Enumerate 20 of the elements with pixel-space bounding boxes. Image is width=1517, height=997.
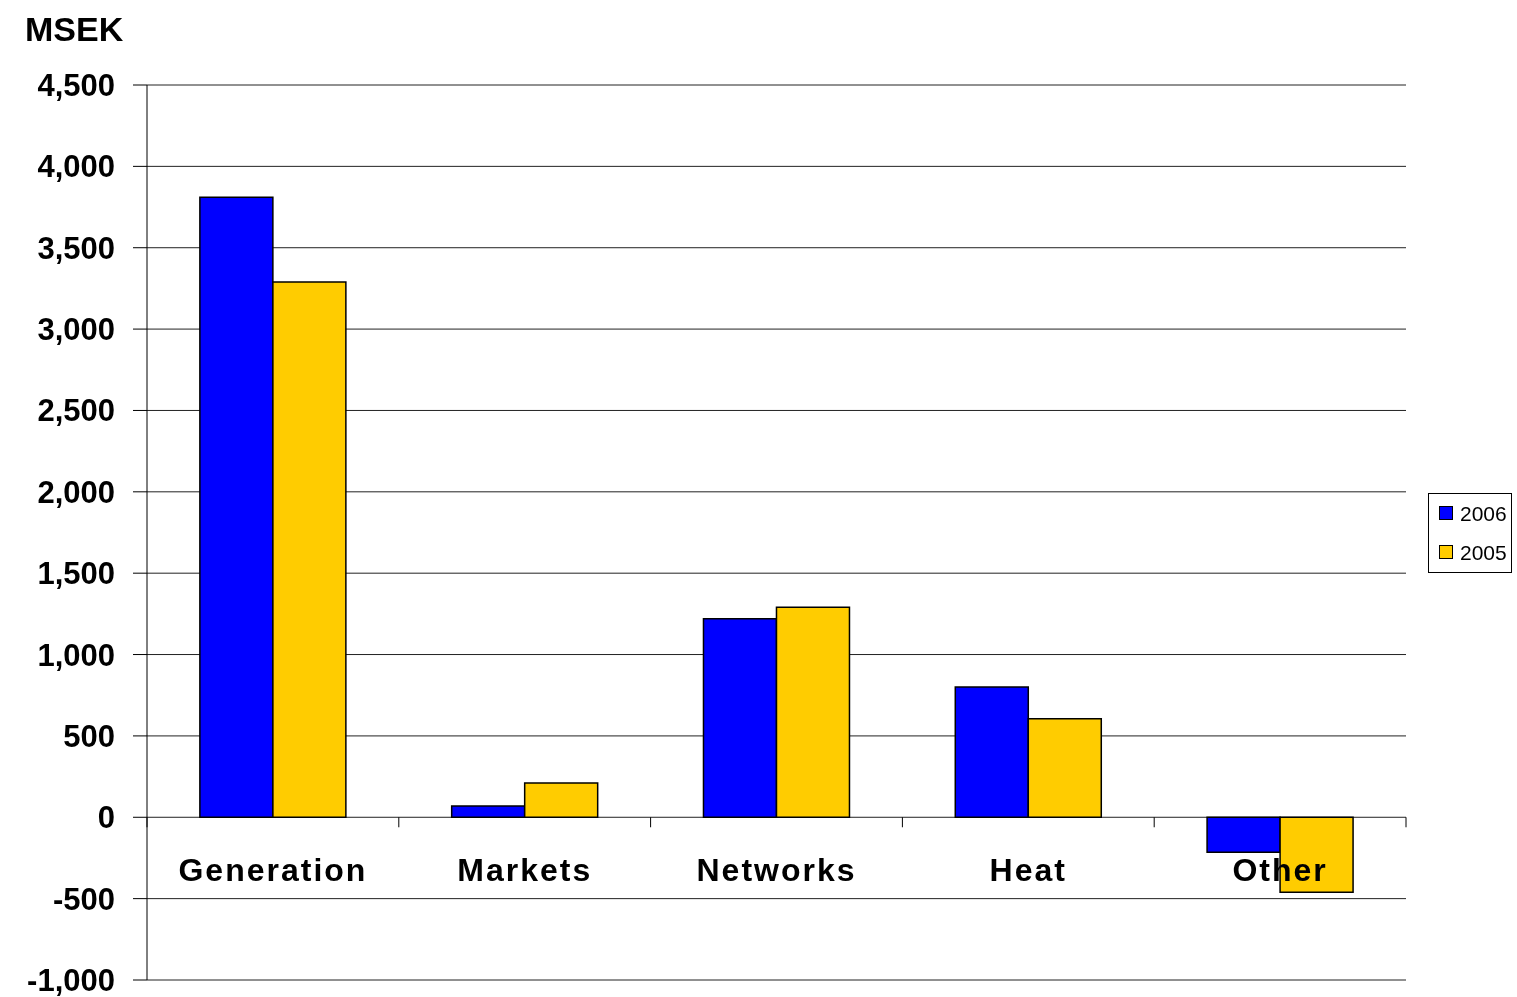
y-tick-label: -1,000 — [27, 963, 115, 997]
y-tick-label: 0 — [97, 800, 115, 836]
y-tick-label: 4,000 — [37, 149, 115, 185]
y-tick-label: 3,500 — [37, 230, 115, 266]
y-tick-label: 2,500 — [37, 393, 115, 429]
legend-label: 2006 — [1460, 500, 1507, 527]
y-tick-label: 2,000 — [37, 474, 115, 510]
y-tick-label: -500 — [52, 881, 115, 917]
y-tick-label: 4,500 — [37, 68, 115, 103]
y-axis-title: MSEK — [25, 10, 124, 49]
x-tick-label: Other — [1232, 852, 1328, 889]
y-tick-label: 1,000 — [37, 637, 115, 673]
y-tick-label: 1,500 — [37, 556, 115, 592]
x-tick-label: Markets — [457, 852, 593, 889]
x-tick-label: Heat — [989, 852, 1067, 889]
x-tick-label: Generation — [178, 852, 368, 889]
y-tick-label: 3,000 — [37, 312, 115, 348]
legend-label: 2005 — [1460, 539, 1507, 566]
x-tick-label: Networks — [696, 852, 857, 889]
y-tick-label: 500 — [63, 718, 115, 754]
